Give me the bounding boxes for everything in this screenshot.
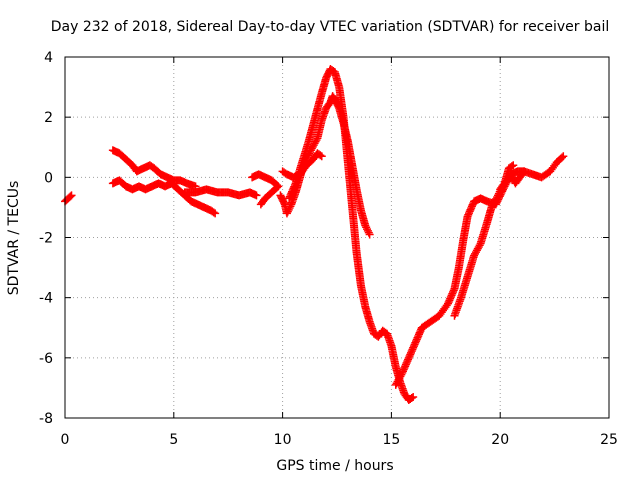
data-point (407, 393, 416, 402)
data-point (363, 225, 372, 234)
series-3 (180, 185, 261, 200)
data-point (470, 251, 479, 260)
data-point (492, 194, 501, 203)
x-tick-label: 5 (169, 432, 178, 448)
data-point (472, 246, 481, 255)
x-tick-label: 0 (61, 432, 70, 448)
data-point (362, 223, 371, 232)
data-point (286, 202, 295, 211)
data-point (285, 204, 294, 213)
data-point (395, 374, 404, 383)
plot-frame (64, 56, 610, 419)
data-point (494, 191, 503, 200)
y-tick-label: -6 (39, 351, 53, 367)
data-point (257, 198, 266, 207)
data-point (316, 151, 325, 160)
series-0 (61, 191, 76, 206)
y-axis-label: SDTVAR / TECUs (6, 181, 22, 296)
data-point (488, 201, 497, 210)
data-point (256, 200, 265, 209)
data-point (66, 192, 75, 201)
data-point (489, 199, 498, 208)
data-point (394, 375, 403, 384)
data-point (364, 228, 373, 237)
x-tick-label: 15 (382, 432, 400, 448)
data-point (209, 208, 218, 217)
data-point (559, 152, 568, 161)
series-4 (248, 170, 283, 209)
series-10 (496, 161, 518, 194)
data-point (252, 191, 261, 200)
data-point (493, 193, 502, 202)
chart-title: Day 232 of 2018, Sidereal Day-to-day VTE… (51, 19, 609, 35)
data-point (361, 221, 370, 230)
y-tick-label: -4 (39, 291, 53, 307)
y-tick-label: 0 (44, 170, 53, 186)
data-point (396, 372, 405, 381)
data-point (475, 241, 484, 250)
x-axis-label: GPS time / hours (276, 458, 393, 474)
y-tick-label: -8 (39, 411, 53, 427)
series-8 (391, 152, 568, 389)
data-point (519, 168, 528, 177)
data-point (409, 392, 418, 401)
x-tick-label: 25 (600, 432, 618, 448)
data-point (392, 379, 401, 388)
data-points (61, 65, 568, 404)
data-point (317, 152, 326, 161)
data-point (471, 248, 480, 257)
y-tick-label: 4 (44, 50, 53, 66)
data-point (312, 135, 321, 144)
data-point (393, 377, 402, 386)
grid (65, 57, 609, 418)
series-7 (285, 65, 418, 404)
data-point (491, 196, 500, 205)
data-point (67, 191, 76, 200)
data-point (282, 209, 291, 218)
data-point (284, 205, 293, 214)
data-point (283, 207, 292, 216)
data-point (311, 137, 320, 146)
data-point (474, 242, 483, 251)
data-point (490, 198, 499, 207)
x-tick-label: 10 (274, 432, 292, 448)
data-point (391, 380, 400, 389)
data-point (211, 209, 220, 218)
data-point (557, 153, 566, 162)
data-point (487, 203, 496, 212)
series-2 (108, 176, 220, 218)
data-point (494, 189, 503, 198)
data-point (363, 226, 372, 235)
data-point (365, 230, 374, 239)
data-point (473, 244, 482, 253)
x-tick-label: 20 (491, 432, 509, 448)
series-5 (276, 92, 374, 239)
data-point (520, 167, 529, 176)
data-point (471, 249, 480, 258)
data-point (507, 162, 516, 171)
data-point (509, 161, 518, 170)
y-tick-label: 2 (44, 110, 53, 126)
y-tick-label: -2 (39, 231, 53, 247)
